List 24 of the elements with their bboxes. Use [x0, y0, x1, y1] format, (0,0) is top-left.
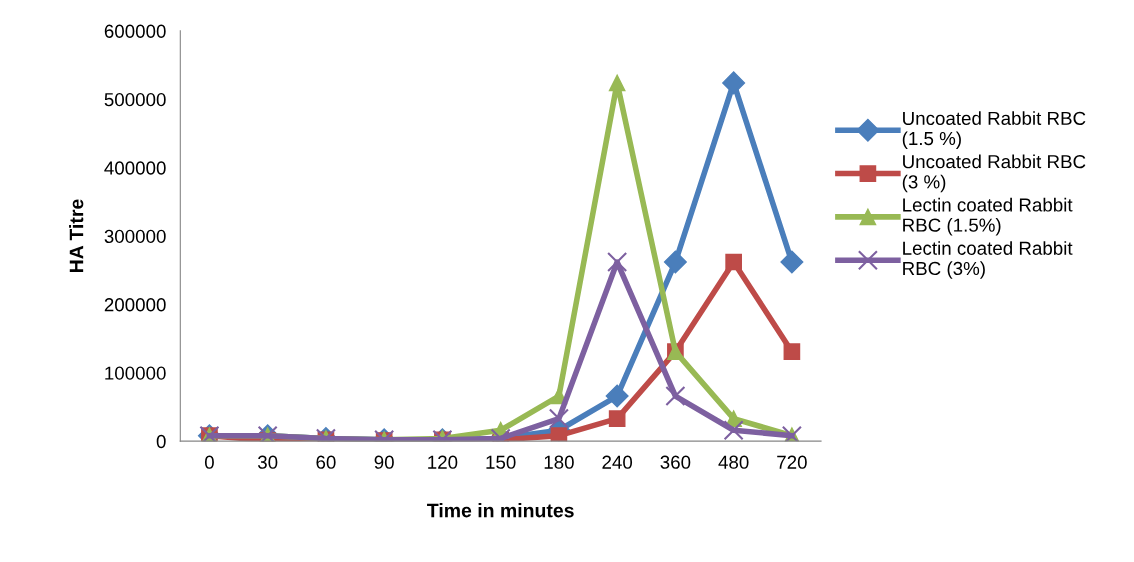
- x-tick-label: 360: [660, 455, 691, 469]
- y-tick-label: 200000: [104, 298, 166, 312]
- legend-label: Uncoated Rabbit RBC (3 %): [902, 154, 1086, 193]
- x-tick-label: 480: [718, 455, 749, 469]
- y-tick-label: 300000: [104, 229, 166, 244]
- y-tick-label: 600000: [104, 24, 166, 38]
- x-tick-label: 150: [486, 455, 516, 469]
- y-axis-title: HA Titre: [69, 199, 84, 273]
- x-axis-title: Time in minutes: [427, 503, 574, 518]
- x-tick-label: 180: [544, 455, 574, 469]
- legend-label: Uncoated Rabbit RBC (1.5 %): [902, 111, 1086, 149]
- y-tick-label: 100000: [105, 366, 166, 380]
- x-tick-label: 30: [257, 455, 278, 469]
- x-tick-label: 90: [374, 455, 394, 469]
- x-tick-label: 720: [777, 455, 807, 469]
- x-tick-label: 0: [204, 455, 214, 469]
- y-tick-label: 400000: [104, 161, 166, 175]
- x-tick-label: 240: [602, 455, 633, 469]
- y-tick-label: 0: [156, 434, 166, 449]
- legend-label: Lectin coated Rabbit RBC (1.5%): [903, 197, 1073, 236]
- x-tick-label: 60: [316, 455, 336, 469]
- x-tick-label: 120: [428, 455, 458, 469]
- legend-label: Lectin coated Rabbit RBC (3%): [903, 241, 1073, 279]
- y-tick-label: 500000: [104, 92, 166, 107]
